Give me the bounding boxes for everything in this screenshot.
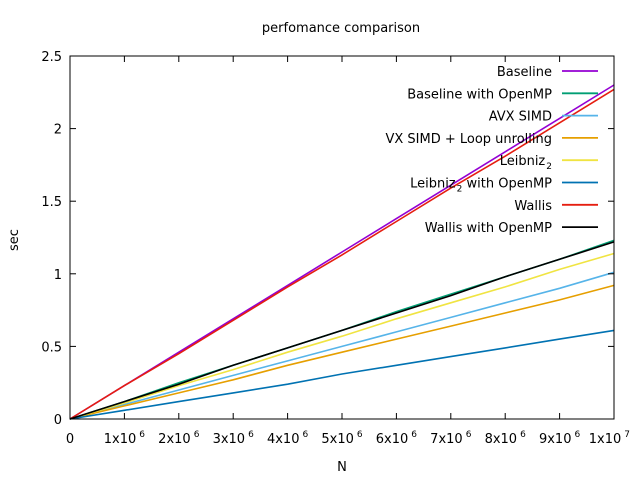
x-tick-label: 1x10 7 — [589, 430, 630, 447]
y-tick-label: 2 — [54, 123, 62, 138]
series-line-7 — [69, 241, 615, 420]
legend-label-6: Wallis — [514, 199, 552, 214]
x-tick-label: 6x10 6 — [376, 430, 418, 447]
x-tick-label: 1x10 6 — [104, 430, 146, 447]
y-tick-label: 0.5 — [41, 340, 62, 355]
x-tick-label: 5x10 6 — [321, 430, 363, 447]
legend-label-0: Baseline — [497, 65, 552, 80]
legend-label-3: VX SIMD + Loop unrolling — [385, 132, 552, 147]
x-tick-label: 3x10 6 — [213, 430, 255, 447]
series-line-5 — [69, 329, 615, 420]
legend-label-7: Wallis with OpenMP — [425, 221, 552, 236]
legend-label-2: AVX SIMD — [489, 110, 552, 125]
y-tick-label: 1.5 — [41, 195, 62, 210]
legend-label-5: Leibniz2 with OpenMP — [410, 177, 552, 195]
legend-label-4: Leibniz2 — [500, 154, 552, 172]
x-tick-label: 7x10 6 — [430, 430, 472, 447]
chart-title: perfomance comparison — [262, 21, 420, 36]
x-tick-label: 8x10 6 — [485, 430, 527, 447]
series-layer — [69, 84, 615, 420]
series-line-0 — [69, 84, 615, 420]
series-line-6 — [69, 88, 615, 420]
x-tick-label: 0 — [66, 432, 74, 447]
y-tick-label: 1 — [54, 268, 62, 283]
legend: Baseline Baseline with OpenMP AVX SIMD VX S… — [385, 65, 598, 236]
y-axis-label: sec — [7, 229, 22, 251]
x-tick-label: 9x10 6 — [539, 430, 581, 447]
legend-label-1: Baseline with OpenMP — [407, 87, 552, 102]
series-line-3 — [69, 284, 615, 420]
x-tick-label: 4x10 6 — [267, 430, 309, 447]
series-line-4 — [69, 252, 615, 420]
x-tick-label: 2x10 6 — [158, 430, 200, 447]
y-tick-label: 0 — [54, 413, 62, 428]
axes-layer: 0 0.5 1 1.5 2 2.5 0 1x10 6 2x10 6 3x10 6 4x10 6 5x10 6 6x… — [41, 50, 630, 447]
x-axis-label: N — [337, 460, 347, 475]
series-line-2 — [69, 271, 615, 420]
y-tick-label: 2.5 — [41, 50, 62, 65]
